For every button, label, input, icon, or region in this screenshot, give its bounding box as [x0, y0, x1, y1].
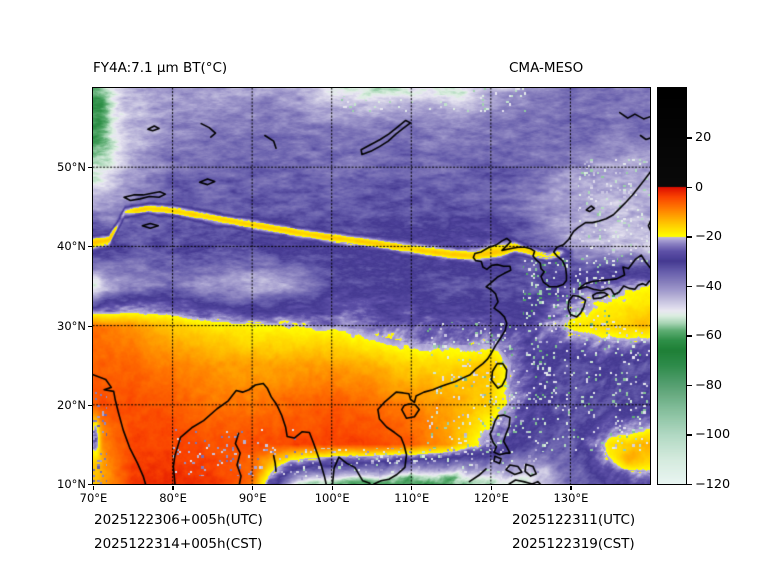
x-tick-label: 100°E	[314, 491, 350, 505]
colorbar-tick-label: −60	[695, 328, 723, 343]
colorbar-tick-label: −120	[695, 476, 731, 492]
colorbar-tick-mark	[687, 434, 692, 436]
x-tick-mark	[411, 486, 413, 490]
x-tick-label: 70°E	[79, 491, 108, 505]
timestamp-init-cst: 2025122314+005h(CST)	[94, 536, 263, 552]
colorbar-tick-mark	[687, 186, 692, 189]
timestamp-init-utc: 2025122306+005h(UTC)	[94, 512, 263, 528]
colorbar-tick-label: −20	[695, 229, 723, 244]
colorbar-tick-mark	[687, 285, 692, 288]
colorbar-tick-label: −80	[695, 377, 723, 393]
y-tick-mark	[88, 167, 92, 169]
colorbar-tick-mark	[687, 137, 692, 139]
x-tick-label: 80°E	[159, 491, 187, 505]
y-tick-label: 20°N	[57, 397, 86, 412]
colorbar-tick-mark	[687, 384, 692, 387]
y-tick-mark	[88, 246, 92, 248]
timestamp-valid-cst: 2025122319(CST)	[512, 536, 635, 552]
x-tick-label: 120°E	[473, 491, 509, 505]
y-tick-label: 10°N	[57, 477, 86, 491]
x-tick-mark	[570, 486, 572, 490]
colorbar-tick-label: 0	[695, 179, 704, 195]
colorbar	[657, 87, 687, 485]
plot-title: FY4A:7.1 μm BT(°C)	[93, 60, 228, 76]
colorbar-tick-mark	[687, 236, 692, 238]
colorbar-canvas	[658, 88, 686, 484]
x-tick-label: 110°E	[394, 491, 430, 505]
y-tick-mark	[88, 325, 92, 327]
colorbar-tick-label: −40	[695, 278, 723, 294]
x-tick-mark	[252, 486, 254, 490]
colorbar-tick-label: 20	[695, 130, 712, 145]
colorbar-tick-mark	[687, 483, 692, 486]
y-tick-label: 50°N	[57, 160, 86, 175]
y-tick-label: 40°N	[57, 239, 86, 254]
map-plot-area	[92, 87, 651, 485]
model-name-label: CMA-MESO	[509, 60, 584, 76]
x-tick-label: 130°E	[553, 491, 589, 505]
map-canvas	[93, 88, 650, 484]
x-tick-mark	[92, 486, 95, 490]
x-tick-label: 90°E	[238, 491, 267, 505]
x-tick-mark	[172, 486, 174, 490]
x-tick-mark	[490, 486, 492, 490]
colorbar-tick-label: −100	[695, 427, 731, 442]
colorbar-tick-mark	[687, 335, 692, 337]
y-tick-mark	[88, 404, 92, 406]
y-tick-label: 30°N	[57, 318, 86, 333]
x-tick-mark	[331, 486, 333, 490]
timestamp-valid-utc: 2025122311(UTC)	[512, 512, 636, 528]
y-tick-mark	[88, 483, 92, 486]
